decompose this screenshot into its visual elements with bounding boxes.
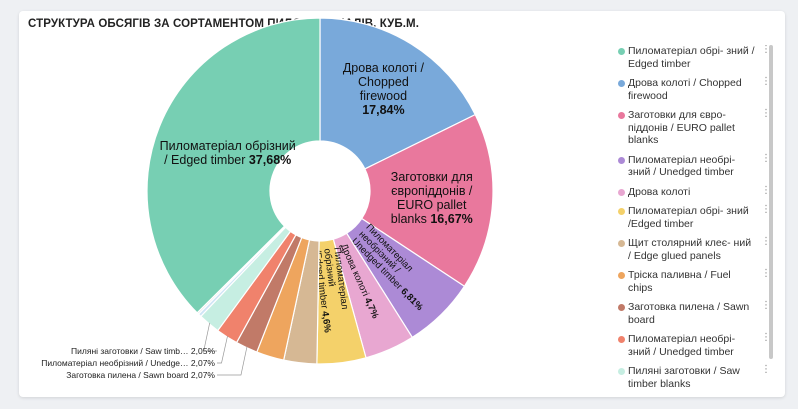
legend-swatch — [618, 240, 625, 247]
legend-label: Заготовка пилена / Sawn board — [628, 301, 750, 326]
more-dots-icon[interactable]: ⋮ — [761, 108, 771, 119]
more-dots-icon[interactable]: ⋮ — [761, 332, 771, 343]
legend-item[interactable]: Пиломатеріал необрі- зний / Unedged timb… — [618, 333, 774, 358]
pie-slice[interactable] — [146, 17, 321, 314]
slice-label-text: Пиломатеріал обрізний / Edged timber — [159, 138, 296, 167]
legend-label: Пиломатеріал обрі- зний / Edged timber — [628, 45, 755, 70]
legend-scrollbar[interactable] — [769, 45, 773, 359]
slice-outside-label: Пиляні заготовки / Saw timb… 2,05% — [71, 346, 215, 356]
label-leader-line — [217, 346, 248, 376]
slice-label-value: 37,68% — [248, 152, 292, 167]
legend-swatch — [618, 272, 625, 279]
legend-swatch — [618, 208, 625, 215]
label-leader-line — [203, 322, 217, 352]
legend-label: Дрова колоті — [628, 185, 691, 198]
legend-label: Дрова колоті / Chopped firewood — [628, 77, 742, 102]
pie-slice[interactable] — [360, 113, 494, 288]
slice-label-text: Заготовки для європіддонів / EURO pallet… — [390, 170, 473, 227]
legend-item[interactable]: Пиломатеріал необрі- зний / Unedged timb… — [618, 152, 774, 179]
slice-outside-label: Заготовка пилена / Sawn board 2,07% — [66, 370, 215, 380]
legend-item[interactable]: Дрова колоті / Chopped firewood ⋮ — [618, 77, 774, 102]
more-dots-icon[interactable]: ⋮ — [761, 268, 771, 279]
more-dots-icon[interactable]: ⋮ — [761, 45, 771, 55]
legend-swatch — [618, 156, 625, 164]
slice-label-value: 16,67% — [430, 212, 473, 227]
label-leader-line — [217, 335, 228, 364]
legend: Пиломатеріал обрі- зний / Edged timber ⋮ Д… — [618, 45, 774, 395]
legend-label: Пиломатеріал обрі- зний /Edged timber — [628, 205, 749, 230]
more-dots-icon[interactable]: ⋮ — [761, 364, 771, 375]
slice-label-text: Дрова колоті / Chopped firewood — [342, 61, 424, 104]
pie-slice[interactable] — [319, 17, 477, 170]
legend-swatch — [618, 80, 625, 87]
legend-swatch — [618, 188, 625, 196]
legend-label: Пиляні заготовки / Saw timber blanks — [628, 365, 740, 390]
legend-label: Пиломатеріал необрі- зний / Unedged timb… — [628, 333, 736, 358]
legend-swatch — [618, 336, 625, 343]
slice-label: Дрова колоті / Chopped firewood 17,84% — [342, 61, 424, 118]
slice-label-value: 4,6% — [319, 308, 333, 334]
legend-swatch — [618, 368, 625, 375]
more-dots-icon[interactable]: ⋮ — [761, 152, 771, 164]
legend-label: Пиломатеріал необрі- зний / Unedged timb… — [628, 153, 736, 179]
legend-swatch — [618, 112, 625, 119]
legend-item[interactable]: Пиляні заготовки / Saw timber blanks ⋮ — [618, 365, 774, 390]
legend-item[interactable]: Тріска паливна / Fuel chips ⋮ — [618, 269, 774, 294]
legend-label: Заготовки для євро- піддонів / EURO pall… — [628, 109, 735, 146]
more-dots-icon[interactable]: ⋮ — [761, 236, 771, 247]
chart-card: СТРУКТУРА ОБСЯГІВ ЗА СОРТАМЕНТОМ ПИЛОМАТ… — [19, 11, 785, 397]
more-dots-icon[interactable]: ⋮ — [761, 184, 771, 196]
legend-swatch — [618, 48, 625, 55]
legend-item[interactable]: Заготовка пилена / Sawn board ⋮ — [618, 301, 774, 326]
legend-label: Щит столярний клеє- ний / Edge glued pan… — [628, 237, 752, 262]
more-dots-icon[interactable]: ⋮ — [761, 76, 771, 87]
legend-item[interactable]: Пиломатеріал обрі- зний / Edged timber ⋮ — [618, 45, 774, 70]
legend-label: Тріска паливна / Fuel chips — [628, 269, 731, 294]
slice-label-value: 17,84% — [362, 103, 405, 118]
legend-item[interactable]: Щит столярний клеє- ний / Edge glued pan… — [618, 237, 774, 262]
legend-item[interactable]: Пиломатеріал обрі- зний /Edged timber ⋮ — [618, 205, 774, 230]
legend-item[interactable]: Заготовки для євро- піддонів / EURO pall… — [618, 109, 774, 147]
donut-chart: Дрова колоті / Chopped firewood 17,84% За… — [41, 17, 494, 380]
legend-swatch — [618, 304, 625, 311]
more-dots-icon[interactable]: ⋮ — [761, 204, 771, 215]
slice-label: Пиломатеріал обрізний / Edged timber 37,… — [159, 138, 296, 167]
slice-label-text: обрізний — [321, 248, 337, 287]
slice-outside-label: Пиломатеріал необрізний / Unedge… 2,07% — [41, 358, 215, 368]
slice-label: Заготовки для європіддонів / EURO pallet… — [390, 170, 473, 227]
legend-item[interactable]: Дрова колоті ⋮ — [618, 184, 774, 199]
more-dots-icon[interactable]: ⋮ — [761, 300, 771, 311]
